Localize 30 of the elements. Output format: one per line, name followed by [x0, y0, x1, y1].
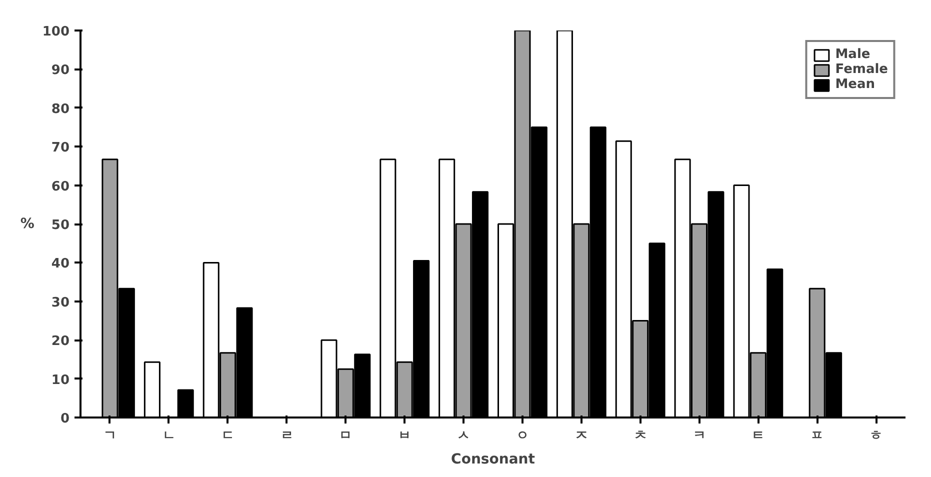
y-axis-title: % [20, 216, 34, 232]
y-tick-label: 10 [51, 372, 70, 388]
x-tick-label: ㅊ [634, 428, 647, 444]
y-tick-label: 0 [60, 412, 70, 426]
y-tick-label: 60 [51, 179, 70, 194]
y-tick-label: 80 [51, 102, 70, 117]
legend-label: Female [835, 62, 888, 77]
x-tick-label: ㄴ [162, 428, 176, 444]
x-tick-label: ㅎ [870, 428, 883, 444]
x-tick-label: ㅈ [574, 428, 588, 444]
x-tick-label: ㅁ [339, 428, 352, 444]
x-tick-label: ㄱ [103, 428, 116, 444]
y-tick-label: 70 [51, 140, 70, 156]
y-tick-label: 20 [51, 334, 70, 350]
x-tick-label: ㅂ [398, 428, 412, 444]
x-tick-label: ㅍ [810, 428, 824, 444]
x-axis-title: Consonant [451, 452, 536, 468]
y-tick-label: 100 [42, 24, 70, 40]
legend-label: Mean [835, 77, 876, 92]
x-tick-label: ㅅ [457, 428, 470, 444]
y-tick-label: 30 [51, 295, 70, 310]
x-tick-label: ㄹ [280, 428, 294, 444]
x-tick-label: ㅇ [516, 428, 529, 444]
y-tick-label: 90 [51, 63, 70, 78]
x-tick-label: ㅋ [692, 428, 706, 444]
legend-label: Male [835, 47, 870, 62]
x-tick-label: ㅌ [752, 428, 765, 444]
y-tick-label: 40 [51, 256, 70, 272]
x-tick-label: ㄷ [221, 428, 234, 444]
y-tick-label: 50 [51, 218, 70, 233]
